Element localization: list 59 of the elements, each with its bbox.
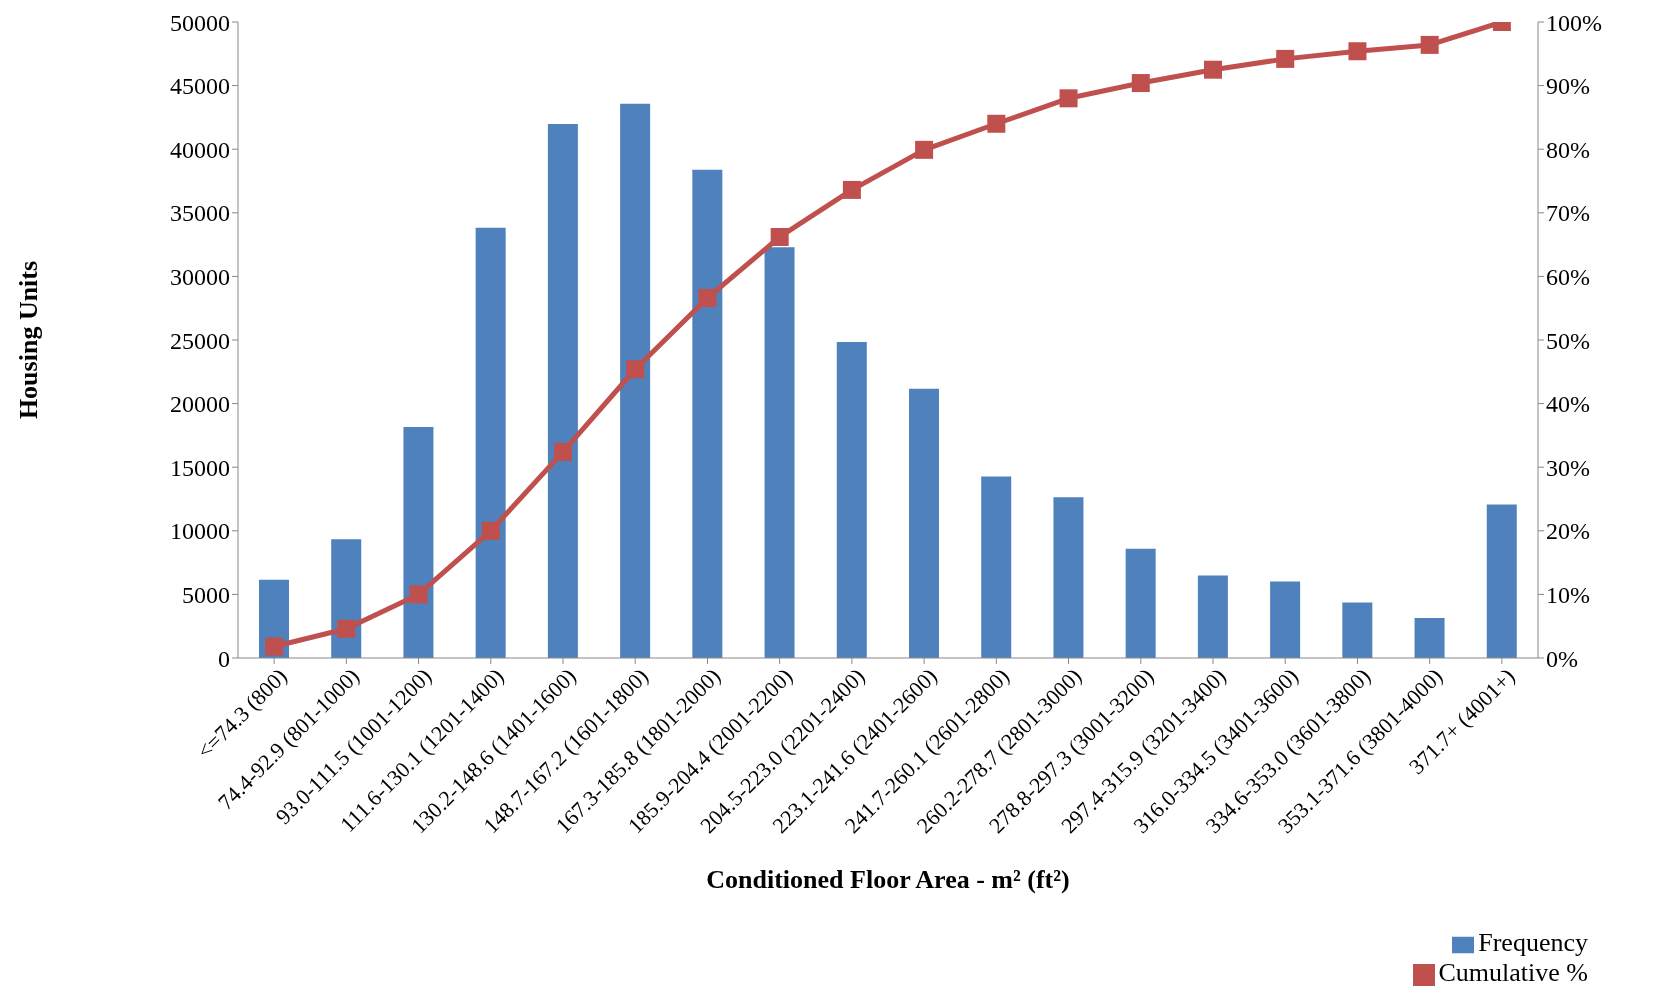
y2-tick-label: 10% bbox=[1546, 581, 1590, 608]
point bbox=[1276, 49, 1295, 68]
y-axis-title: Housing Units bbox=[14, 260, 44, 420]
y-tick-label: 15000 bbox=[170, 454, 230, 481]
point bbox=[987, 114, 1006, 133]
point bbox=[915, 140, 934, 159]
legend-label: Cumulative % bbox=[1438, 958, 1588, 987]
point bbox=[1059, 89, 1078, 108]
point bbox=[698, 289, 717, 308]
y2-tick-label: 50% bbox=[1546, 327, 1590, 354]
bar bbox=[475, 227, 506, 658]
bar bbox=[1414, 617, 1445, 658]
bar bbox=[1342, 602, 1373, 658]
y-tick-label: 30000 bbox=[170, 263, 230, 290]
point bbox=[626, 360, 645, 379]
y-tick-label: 45000 bbox=[170, 73, 230, 100]
bar bbox=[547, 123, 578, 658]
point bbox=[481, 521, 500, 540]
point bbox=[554, 442, 572, 461]
y-tick-label: 25000 bbox=[170, 327, 230, 354]
point bbox=[409, 585, 428, 604]
y2-tick-label: 0% bbox=[1546, 645, 1578, 672]
bar bbox=[1486, 504, 1517, 658]
y2-tick-label: 30% bbox=[1546, 454, 1590, 481]
bar bbox=[1053, 497, 1084, 658]
point bbox=[337, 619, 356, 638]
legend-label: Frequency bbox=[1478, 928, 1588, 957]
bar bbox=[1125, 548, 1156, 658]
point bbox=[265, 637, 284, 656]
point bbox=[842, 180, 861, 199]
y-tick-label: 5000 bbox=[182, 581, 230, 608]
bar bbox=[1270, 581, 1301, 658]
y-tick-label: 35000 bbox=[170, 200, 230, 227]
y2-tick-label: 70% bbox=[1546, 200, 1590, 227]
y2-tick-label: 80% bbox=[1546, 136, 1590, 163]
y2-tick-label: 60% bbox=[1546, 263, 1590, 290]
point bbox=[1348, 42, 1367, 61]
bar bbox=[620, 103, 651, 658]
y2-tick-label: 100% bbox=[1546, 9, 1602, 36]
bar bbox=[764, 247, 795, 658]
y2-tick-label: 90% bbox=[1546, 73, 1590, 100]
x-axis-title: Conditioned Floor Area - m² (ft²) bbox=[706, 865, 1070, 894]
bar bbox=[909, 388, 939, 658]
bar bbox=[1197, 575, 1228, 658]
y-tick-label: 0 bbox=[218, 645, 230, 672]
y2-tick-label: 20% bbox=[1546, 518, 1590, 545]
bar bbox=[403, 426, 434, 658]
y-tick-label: 20000 bbox=[170, 391, 230, 418]
y-tick-label: 10000 bbox=[170, 518, 230, 545]
bar bbox=[692, 169, 723, 658]
y2-tick-label: 40% bbox=[1546, 391, 1590, 418]
point bbox=[770, 227, 789, 246]
bar bbox=[836, 342, 867, 658]
y-tick-label: 50000 bbox=[170, 9, 230, 36]
point bbox=[1131, 74, 1150, 93]
point bbox=[1420, 35, 1439, 54]
bar bbox=[981, 476, 1012, 658]
y-tick-label: 40000 bbox=[170, 136, 230, 163]
point bbox=[1204, 60, 1222, 79]
